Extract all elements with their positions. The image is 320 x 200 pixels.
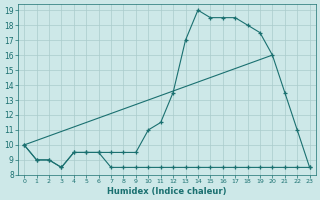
X-axis label: Humidex (Indice chaleur): Humidex (Indice chaleur): [107, 187, 227, 196]
